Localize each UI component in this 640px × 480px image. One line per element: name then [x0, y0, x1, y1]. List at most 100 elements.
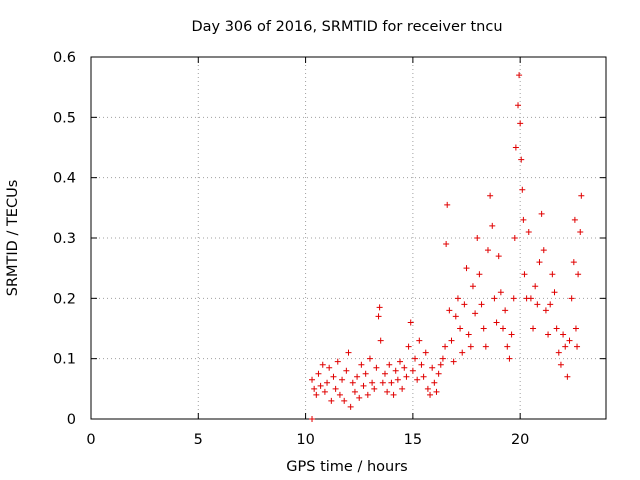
data-point: [454, 295, 461, 302]
data-point: [572, 325, 579, 332]
data-point: [399, 385, 406, 392]
data-point: [530, 325, 537, 332]
data-point: [416, 337, 423, 344]
data-point: [457, 325, 464, 332]
data-point: [321, 388, 328, 395]
data-point: [332, 385, 339, 392]
data-point: [366, 355, 373, 362]
data-point: [491, 295, 498, 302]
data-point: [392, 367, 399, 374]
data-point: [560, 331, 567, 338]
data-point: [525, 228, 532, 235]
data-point: [575, 271, 582, 278]
grid-lines: [91, 57, 606, 419]
x-tick-label: 5: [194, 432, 203, 448]
data-point: [540, 247, 547, 254]
data-point: [538, 210, 545, 217]
data-point: [309, 376, 316, 383]
chart-title: Day 306 of 2016, SRMTID for receiver tnc…: [191, 19, 502, 35]
data-point: [527, 295, 534, 302]
data-point: [403, 373, 410, 380]
data-point: [506, 355, 513, 362]
data-point: [549, 271, 556, 278]
data-point: [324, 379, 331, 386]
data-point: [437, 361, 444, 368]
data-point: [487, 192, 494, 199]
data-point: [418, 361, 425, 368]
data-point: [407, 319, 414, 326]
data-point: [386, 361, 393, 368]
data-point: [444, 201, 451, 208]
data-point: [551, 289, 558, 296]
data-point: [339, 376, 346, 383]
data-point: [377, 337, 384, 344]
data-point: [446, 307, 453, 314]
data-point: [532, 283, 539, 290]
data-point: [547, 301, 554, 308]
data-point: [515, 102, 522, 109]
data-point: [311, 385, 318, 392]
data-point: [517, 120, 524, 127]
data-point: [356, 394, 363, 401]
data-point: [467, 343, 474, 350]
data-point: [405, 343, 412, 350]
data-point: [463, 265, 470, 272]
x-tick-label: 20: [511, 432, 529, 448]
y-tick-labels: 0 0.1 0.2 0.3 0.4 0.5 0.6: [53, 50, 76, 428]
data-point: [480, 325, 487, 332]
data-point: [371, 385, 378, 392]
data-point: [504, 343, 511, 350]
axis-ticks: [90, 56, 606, 420]
data-point: [562, 343, 569, 350]
data-point: [484, 247, 491, 254]
data-point: [433, 388, 440, 395]
data-point: [362, 370, 369, 377]
data-point: [409, 367, 416, 374]
data-point: [443, 241, 450, 248]
data-point: [578, 192, 585, 199]
data-point: [309, 416, 316, 422]
data-point: [516, 72, 523, 79]
data-point: [390, 391, 397, 398]
y-tick-label: 0: [67, 412, 76, 428]
data-point: [347, 403, 354, 410]
y-tick-label: 0.2: [53, 291, 76, 307]
data-point: [557, 361, 564, 368]
data-point: [495, 253, 502, 260]
data-point: [313, 391, 320, 398]
data-point: [520, 216, 527, 223]
plot-frame: [90, 56, 607, 420]
data-point: [420, 373, 427, 380]
data-point: [360, 382, 367, 389]
x-axis-label: GPS time / hours: [286, 459, 407, 475]
data-point: [349, 379, 356, 386]
data-point: [341, 397, 348, 404]
data-point: [570, 259, 577, 266]
data-point: [493, 319, 500, 326]
data-point: [545, 331, 552, 338]
data-point: [414, 376, 421, 383]
data-point: [358, 361, 365, 368]
data-point: [571, 216, 578, 223]
data-point: [512, 144, 519, 151]
data-point: [328, 397, 335, 404]
data-point: [429, 364, 436, 371]
data-point: [364, 391, 371, 398]
data-point: [536, 259, 543, 266]
data-point: [394, 376, 401, 383]
data-point: [577, 228, 584, 235]
data-point: [553, 325, 560, 332]
data-point: [568, 295, 575, 302]
data-point: [376, 304, 383, 311]
data-point: [397, 358, 403, 365]
y-axis-label: SRMTID / TECUs: [5, 180, 21, 297]
data-point: [482, 343, 489, 350]
data-point: [317, 382, 324, 389]
data-point: [474, 235, 481, 241]
data-point: [542, 307, 549, 314]
data-point: [489, 222, 496, 229]
data-point: [334, 358, 341, 365]
data-point: [574, 343, 581, 350]
data-point: [465, 331, 472, 338]
